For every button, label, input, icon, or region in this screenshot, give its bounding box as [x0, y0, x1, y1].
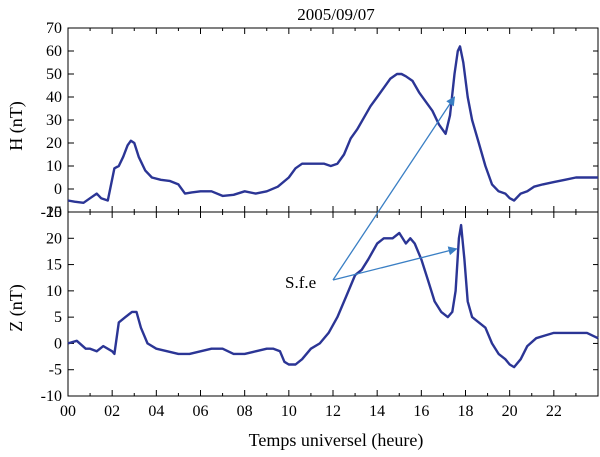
top-series-line [67, 45, 598, 205]
x-axis-title: Temps universel (heure) [249, 430, 424, 451]
x-tick-label: 18 [458, 403, 474, 420]
bottom-series-line [67, 223, 599, 369]
sfe-arrow-top [332, 96, 456, 281]
top-y-tick-label: 10 [46, 158, 62, 175]
x-tick-label: 20 [502, 403, 518, 420]
bottom-y-axis-title: Z (nT) [6, 284, 27, 331]
x-tick-label: 06 [193, 403, 209, 420]
top-y-tick-label: 60 [46, 43, 62, 60]
top-plot-frame [67, 27, 599, 213]
bottom-y-tick-label: 0 [54, 335, 62, 352]
x-tick-label: 22 [546, 403, 562, 420]
top-y-tick-label: 30 [46, 112, 62, 129]
x-tick-label: 00 [60, 403, 76, 420]
bottom-y-tick-label: 20 [46, 230, 62, 247]
x-tick-label: 02 [104, 403, 120, 420]
bottom-y-tick-label: 15 [46, 257, 62, 274]
top-y-tick-label: -10 [41, 204, 62, 221]
bottom-plot-frame [67, 211, 599, 397]
x-tick-label: 12 [325, 403, 341, 420]
bottom-y-tick-label: 5 [54, 309, 62, 326]
bottom-y-tick-label: 25 [46, 204, 62, 221]
top-y-tick-label: 50 [46, 66, 62, 83]
x-tick-label: 14 [369, 403, 385, 420]
x-tick-label: 04 [148, 403, 164, 420]
chart-title: 2005/09/07 [297, 5, 375, 24]
x-tick-label: 16 [413, 403, 429, 420]
bottom-panel: -10 -5 0 5 10 15 20 25 00 02 04 06 08 10 12 14 16 18 20 22 [41, 204, 599, 420]
top-y-tick-label: 20 [46, 135, 62, 152]
bottom-y-tick-label: -10 [41, 388, 62, 405]
x-tick-label: 08 [237, 403, 253, 420]
x-tick-label: 10 [281, 403, 297, 420]
bottom-y-tick-label: -5 [49, 362, 62, 379]
top-y-tick-label: 70 [46, 20, 62, 37]
top-panel: -10 0 10 20 30 40 50 60 70 [41, 20, 599, 221]
top-y-tick-label: 0 [54, 181, 62, 198]
bottom-y-tick-label: 10 [46, 283, 62, 300]
sfe-arrow-bottom [332, 246, 458, 281]
sfe-annotation: S.f.e [285, 96, 458, 292]
top-y-axis-title: H (nT) [6, 101, 27, 150]
sfe-label: S.f.e [285, 273, 316, 292]
top-y-tick-label: 40 [46, 89, 62, 106]
